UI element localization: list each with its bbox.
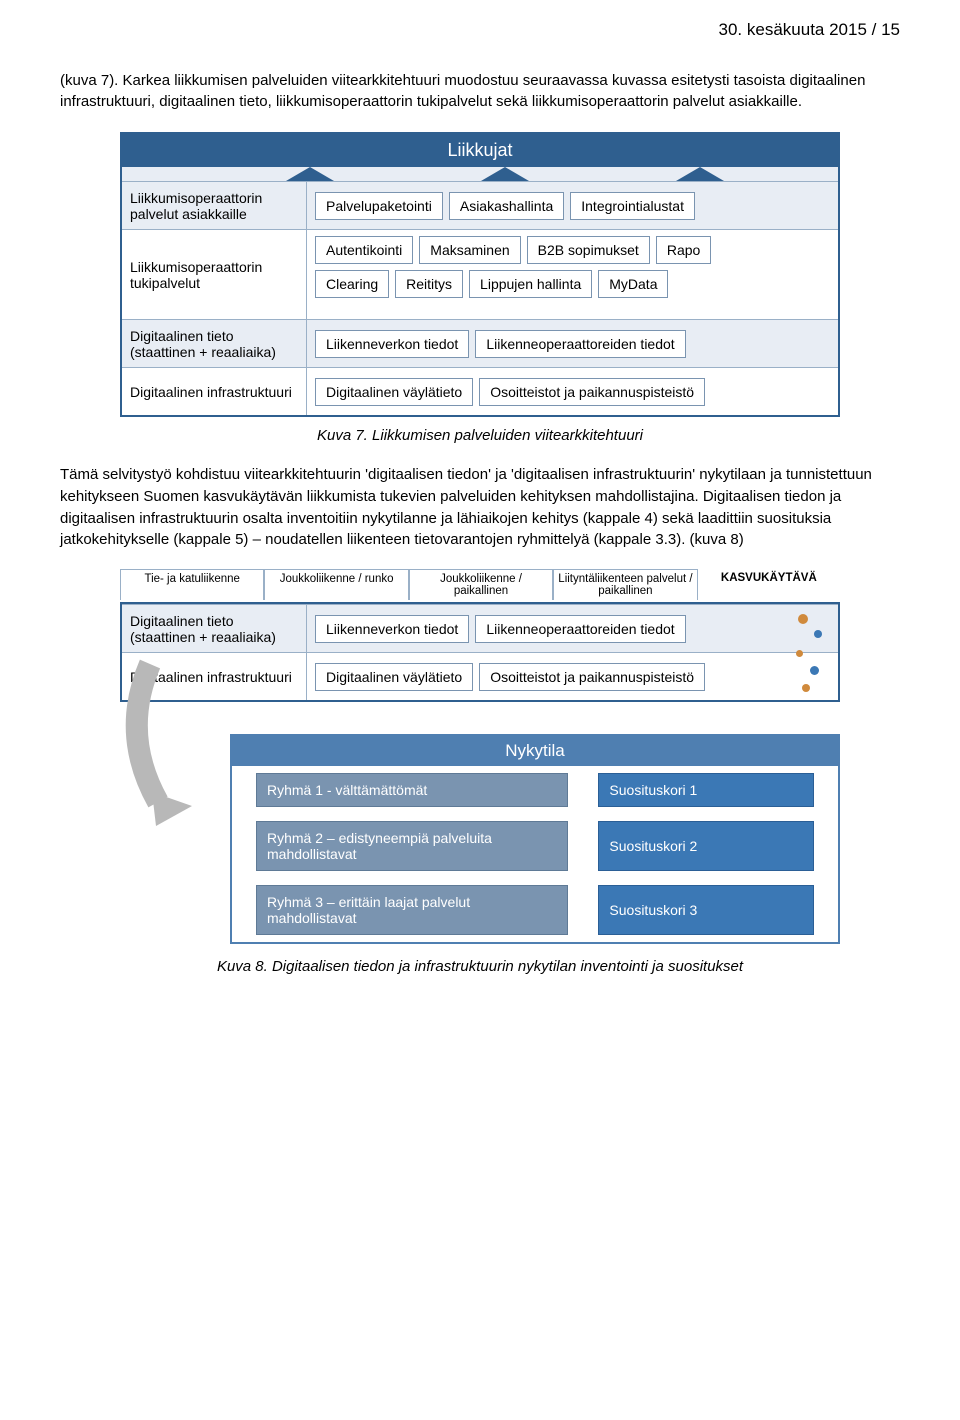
row-cells: Digitaalinen väylätieto Osoitteistot ja … xyxy=(307,653,838,700)
row-cells: Liikenneverkon tiedot Liikenneoperaattor… xyxy=(307,320,838,367)
cell: Lippujen hallinta xyxy=(469,270,592,298)
cell: Maksaminen xyxy=(419,236,520,264)
row-cells: Palvelupaketointi Asiakashallinta Integr… xyxy=(307,182,838,229)
caption-kuva8: Kuva 8. Digitaalisen tiedon ja infrastru… xyxy=(60,958,900,975)
category-row: Tie- ja katuliikenne Joukkoliikenne / ru… xyxy=(120,569,840,600)
row-2: Liikkumisoperaattorin tukipalvelut Auten… xyxy=(122,229,838,319)
nyky-row: Ryhmä 1 - välttämättömät Suosituskori 1 xyxy=(232,766,838,814)
caption-kuva7: Kuva 7. Liikkumisen palveluiden viiteark… xyxy=(60,427,900,444)
cat: Tie- ja katuliikenne xyxy=(120,569,264,600)
header-date: 30. kesäkuuta 2015 / 15 xyxy=(60,20,900,40)
intro-paragraph: (kuva 7). Karkea liikkumisen palveluiden… xyxy=(60,70,900,112)
cell: Digitaalinen väylätieto xyxy=(315,378,473,406)
row-cells: Digitaalinen väylätieto Osoitteistot ja … xyxy=(307,368,838,415)
cell: MyData xyxy=(598,270,668,298)
up-arrow-icon xyxy=(286,167,334,181)
cell: Asiakashallinta xyxy=(449,192,564,220)
nykytila-block: Nykytila Ryhmä 1 - välttämättömät Suosit… xyxy=(230,734,840,944)
curved-arrow-icon xyxy=(120,704,230,824)
row-cells: Liikenneverkon tiedot Liikenneoperaattor… xyxy=(307,605,838,652)
cell: Osoitteistot ja paikannuspisteistö xyxy=(479,378,705,406)
cat: Joukkoliikenne / paikallinen xyxy=(409,569,553,600)
cell: Liikenneoperaattoreiden tiedot xyxy=(475,330,685,358)
cell: Digitaalinen väylätieto xyxy=(315,663,473,691)
suos-cell: Suosituskori 2 xyxy=(598,821,814,871)
cell: Palvelupaketointi xyxy=(315,192,443,220)
row-label: Digitaalinen tieto (staattinen + reaalia… xyxy=(122,320,307,367)
cell: Autentikointi xyxy=(315,236,413,264)
nyky-cell: Ryhmä 3 – erittäin laajat palvelut mahdo… xyxy=(256,885,568,935)
diagram-kuva8: Tie- ja katuliikenne Joukkoliikenne / ru… xyxy=(120,569,840,944)
row-1: Liikkumisoperaattorin palvelut asiakkail… xyxy=(122,181,838,229)
suos-cell: Suosituskori 3 xyxy=(598,885,814,935)
cell: Integrointialustat xyxy=(570,192,695,220)
row-label: Digitaalinen infrastruktuuri xyxy=(122,368,307,415)
nyky-cell: Ryhmä 1 - välttämättömät xyxy=(256,773,568,807)
cat: Joukkoliikenne / runko xyxy=(264,569,408,600)
nykytila-banner: Nykytila xyxy=(232,736,838,766)
cell: Liikenneverkon tiedot xyxy=(315,615,469,643)
cell: Reititys xyxy=(395,270,463,298)
row-4: Digitaalinen infrastruktuuri Digitaaline… xyxy=(122,367,838,415)
nyky-row: Ryhmä 3 – erittäin laajat palvelut mahdo… xyxy=(232,878,838,942)
row-label: Liikkumisoperaattorin tukipalvelut xyxy=(122,230,307,319)
row-cells: Autentikointi Maksaminen B2B sopimukset … xyxy=(307,230,838,319)
diagram-kuva7: Liikkujat Liikkumisoperaattorin palvelut… xyxy=(120,132,840,417)
suos-cell: Suosituskori 1 xyxy=(598,773,814,807)
cell: Liikenneoperaattoreiden tiedot xyxy=(475,615,685,643)
banner-liikkujat: Liikkujat xyxy=(122,134,838,167)
body-paragraph: Tämä selvitystyö kohdistuu viitearkkiteh… xyxy=(60,464,900,551)
cell: Osoitteistot ja paikannuspisteistö xyxy=(479,663,705,691)
cat: KASVUKÄYTÄVÄ xyxy=(698,569,840,600)
cell: Liikenneverkon tiedot xyxy=(315,330,469,358)
cat: Liityntäliikenteen palvelut / paikalline… xyxy=(553,569,697,600)
nyky-row: Ryhmä 2 – edistyneempiä palveluita mahdo… xyxy=(232,814,838,878)
up-arrow-icon xyxy=(481,167,529,181)
nyky-cell: Ryhmä 2 – edistyneempiä palveluita mahdo… xyxy=(256,821,568,871)
cell: Clearing xyxy=(315,270,389,298)
cell: B2B sopimukset xyxy=(527,236,650,264)
row-3: Digitaalinen tieto (staattinen + reaalia… xyxy=(122,319,838,367)
arrow-row xyxy=(122,167,838,181)
cell: Rapo xyxy=(656,236,711,264)
up-arrow-icon xyxy=(676,167,724,181)
row-label: Liikkumisoperaattorin palvelut asiakkail… xyxy=(122,182,307,229)
